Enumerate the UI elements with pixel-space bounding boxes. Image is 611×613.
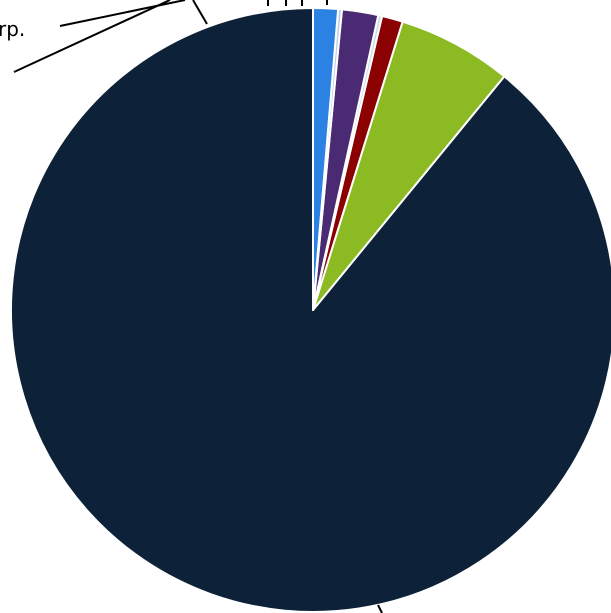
slice-label-fragment: rp. bbox=[0, 17, 25, 41]
leader-line-2 bbox=[13, 0, 171, 73]
leader-line-8 bbox=[377, 604, 383, 613]
pie-slices bbox=[10, 7, 611, 613]
leader-line-3 bbox=[192, 0, 208, 25]
pie-slice-7 bbox=[312, 7, 340, 311]
leader-line-1 bbox=[59, 0, 186, 27]
leader-lines bbox=[13, 0, 383, 613]
pie-slice-2 bbox=[312, 20, 506, 311]
pie-slice-1 bbox=[10, 7, 611, 613]
